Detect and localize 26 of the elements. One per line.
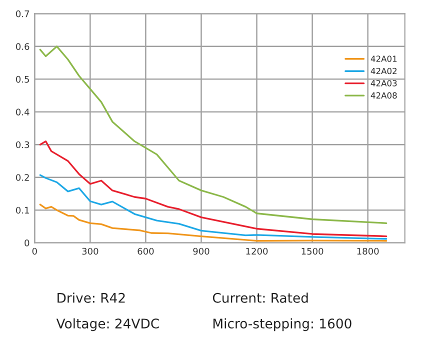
x-tick-label: 1800 [357,248,379,255]
line-series [39,204,388,242]
y-tick-label: 0.5 [16,76,29,83]
x-tick-label: 600 [138,248,154,255]
x-tick-label: 1500 [302,248,324,255]
y-tick-label: 0.2 [16,174,29,181]
legend-label: 42A02 [370,68,397,74]
text: Micro-stepping: 1600 [213,318,352,332]
legend-label: 42A03 [370,80,397,86]
x-tick-label: 300 [82,248,98,255]
y-tick-label: 0 [24,240,30,246]
line-series [39,140,388,238]
y-tick-label: 0.3 [16,141,30,148]
y-tick-label: 0.4 [16,108,30,116]
text: Voltage: 24VDC [56,318,159,332]
x-tick-label: 1200 [246,248,268,255]
x-tick-label: 900 [193,248,210,255]
y-tick-label: 0.6 [16,43,30,50]
text: Current: Rated [212,292,308,303]
x-tick-label: 0 [32,248,37,255]
y-tick-label: 0.7 [16,10,30,18]
line-series [39,174,388,240]
legend-label: 42A08 [370,92,397,99]
y-tick-label: 0.1 [16,206,29,214]
text: Drive: R42 [58,292,125,303]
legend-label: 42A01 [370,56,397,62]
